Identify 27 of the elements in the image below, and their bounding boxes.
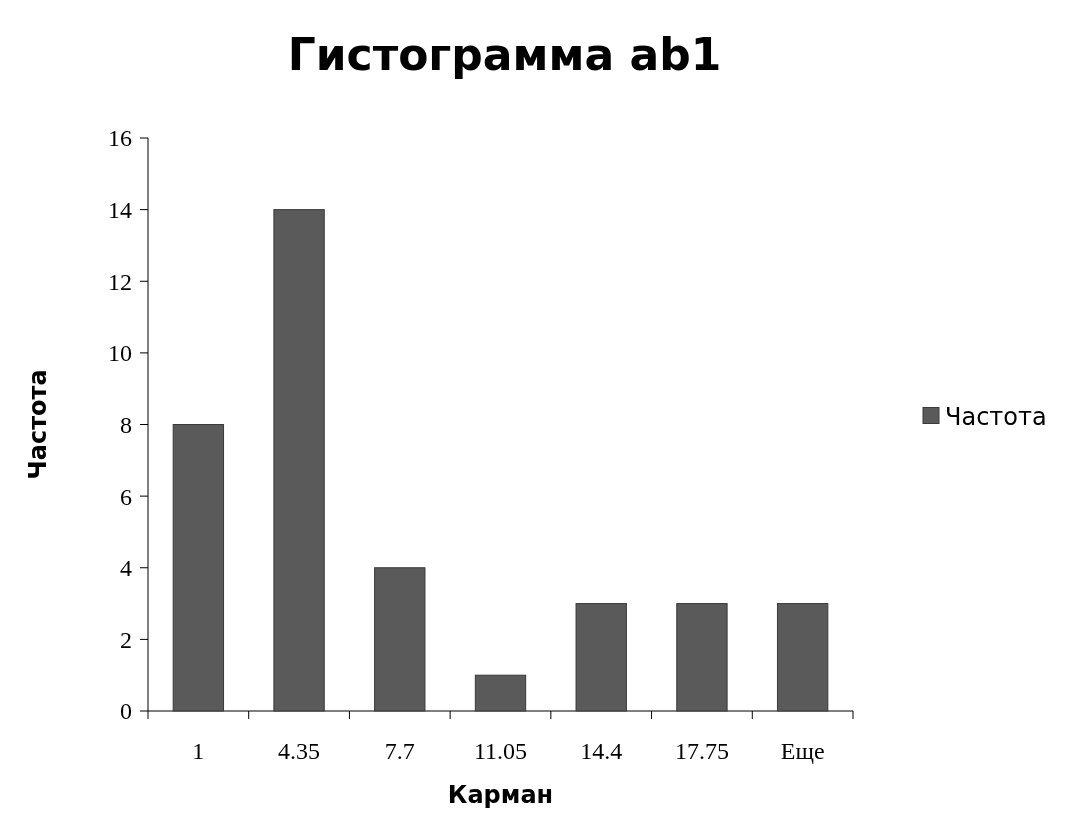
y-tick-label: 4	[120, 555, 132, 582]
y-axis-title: Частота	[24, 369, 52, 480]
bar	[273, 209, 325, 712]
x-tick-label: 1	[192, 738, 205, 764]
y-tick-label: 2	[120, 626, 132, 653]
bar	[676, 603, 728, 712]
bar	[575, 603, 627, 712]
y-tick-label: 8	[120, 411, 132, 438]
y-tick-label: 12	[108, 268, 132, 295]
y-tick-label: 0	[120, 698, 132, 725]
bar	[474, 674, 527, 712]
x-tick-label: 11.05	[473, 738, 528, 764]
y-tick-label: 14	[108, 197, 132, 224]
chart-title: Гистограмма ab1	[287, 29, 722, 80]
x-axis-title: Карман	[447, 781, 554, 809]
x-tick-label: 14.4	[580, 738, 623, 764]
x-tick-label: Еще	[780, 738, 825, 764]
y-tick-label: 10	[108, 340, 132, 367]
bar	[172, 424, 225, 712]
y-tick-label: 16	[108, 125, 132, 152]
x-tick-label: 17.75	[674, 738, 729, 764]
x-tick-label: 7.7	[384, 738, 415, 764]
x-tick-label: 4.35	[278, 738, 321, 764]
bar	[374, 567, 426, 712]
bar	[776, 603, 829, 712]
y-tick-label: 6	[120, 483, 132, 510]
legend-label: Частота	[945, 402, 1047, 431]
